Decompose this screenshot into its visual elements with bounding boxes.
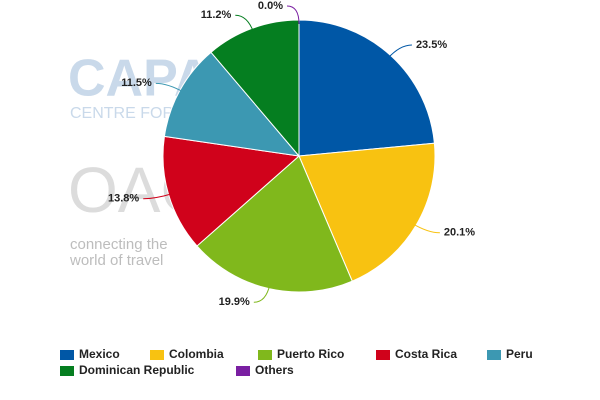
data-label: 11.2% <box>201 9 232 21</box>
data-label: 20.1% <box>444 227 475 239</box>
legend-swatch <box>150 350 164 360</box>
leader-line <box>143 193 173 200</box>
leader-line <box>387 44 412 59</box>
legend-swatch <box>258 350 272 360</box>
watermark: world of travel <box>69 252 163 269</box>
legend-swatch <box>236 366 250 376</box>
legend-swatch <box>60 366 74 376</box>
legend-swatch <box>487 350 501 360</box>
leader-line <box>235 14 254 33</box>
legend-label: Dominican Republic <box>79 363 195 377</box>
leader-line <box>286 5 300 25</box>
legend-swatch <box>60 350 74 360</box>
data-label: 13.8% <box>108 193 139 205</box>
watermark: connecting the <box>70 236 168 253</box>
legend-label: Costa Rica <box>395 347 457 361</box>
data-label: 11.5% <box>121 77 152 89</box>
legend-label: Peru <box>506 347 533 361</box>
legend-swatch <box>376 350 390 360</box>
legend-label: Colombia <box>169 347 224 361</box>
leader-line <box>253 284 271 303</box>
data-label: 19.9% <box>219 296 250 308</box>
leader-line <box>155 82 184 93</box>
data-label: 23.5% <box>416 39 447 51</box>
data-label: 0.0% <box>258 0 283 12</box>
legend-label: Others <box>255 363 294 377</box>
leader-line <box>412 223 440 234</box>
watermark: CENTRE FOR <box>70 105 174 122</box>
legend-label: Puerto Rico <box>277 347 344 361</box>
pie-slice <box>298 19 435 157</box>
legend-label: Mexico <box>79 347 120 361</box>
